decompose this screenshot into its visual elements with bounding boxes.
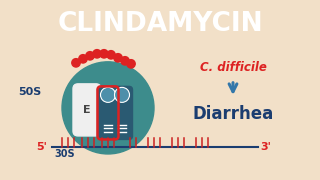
Text: Diarrhea: Diarrhea [192, 105, 274, 123]
Text: 30S: 30S [55, 149, 75, 159]
FancyBboxPatch shape [98, 86, 118, 140]
Text: C. difficile: C. difficile [200, 61, 267, 74]
Circle shape [100, 87, 116, 102]
Circle shape [114, 54, 122, 62]
FancyBboxPatch shape [73, 84, 101, 136]
Text: E: E [83, 105, 91, 115]
Circle shape [107, 51, 115, 59]
Circle shape [100, 50, 108, 58]
Text: 3': 3' [260, 142, 271, 152]
Text: 5': 5' [36, 142, 47, 152]
Circle shape [93, 50, 101, 58]
Circle shape [72, 59, 80, 67]
Circle shape [86, 52, 94, 60]
Circle shape [62, 62, 154, 154]
Text: 50S: 50S [18, 87, 42, 97]
Text: CLINDAMYCIN: CLINDAMYCIN [57, 11, 263, 37]
FancyBboxPatch shape [111, 86, 132, 140]
Circle shape [127, 60, 135, 68]
Circle shape [115, 87, 130, 102]
Circle shape [121, 57, 129, 65]
Circle shape [79, 55, 87, 63]
